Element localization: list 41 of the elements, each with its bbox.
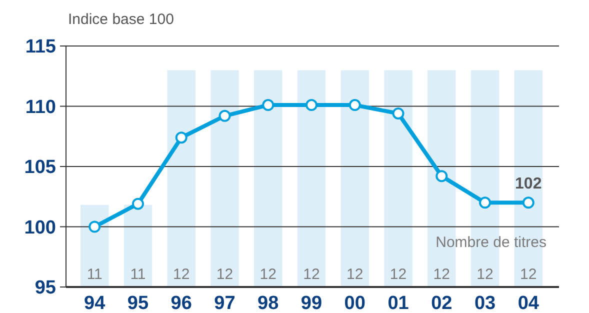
- point: [175, 132, 188, 144]
- x-tick-label: 97: [214, 293, 236, 313]
- data-label: 11: [130, 266, 146, 283]
- point: [88, 220, 101, 233]
- y-tick-label: 100: [24, 217, 56, 238]
- y-axis-title: Indice base 100: [68, 11, 174, 28]
- y-tick-label: 95: [34, 278, 56, 299]
- data-label: 11: [86, 266, 102, 283]
- x-tick-label: 03: [474, 293, 496, 313]
- y-tick-label: 115: [25, 36, 56, 58]
- y-tick-label: 110: [25, 96, 56, 118]
- x-tick-label: 98: [258, 293, 279, 313]
- annotation: Nombre de titres: [436, 234, 546, 251]
- x-tick-label: 94: [84, 293, 106, 313]
- point: [218, 110, 231, 122]
- data-label: 12: [520, 266, 537, 283]
- data-label: 12: [433, 266, 450, 283]
- x-tick-label: 95: [127, 293, 149, 313]
- data-label: 12: [303, 266, 320, 283]
- point: [262, 99, 274, 112]
- annotation: 102: [515, 176, 542, 193]
- x-tick-label: 04: [518, 293, 540, 313]
- data-label: 12: [346, 266, 364, 283]
- point: [522, 196, 534, 209]
- x-tick-label: 00: [344, 293, 366, 313]
- point: [436, 170, 448, 182]
- point: [348, 99, 361, 112]
- x-tick-label: 99: [300, 293, 322, 313]
- data-label: 12: [216, 266, 234, 283]
- point: [132, 198, 144, 210]
- data-label: 12: [390, 266, 407, 283]
- point: [479, 196, 492, 209]
- y-tick-label: 105: [24, 157, 56, 178]
- x-tick-label: 02: [431, 293, 452, 313]
- x-tick-label: 96: [170, 293, 192, 313]
- point: [392, 107, 404, 120]
- data-label: 12: [476, 266, 494, 283]
- data-label: 12: [260, 266, 276, 283]
- x-tick-label: 01: [388, 293, 410, 313]
- data-label: 12: [173, 266, 190, 283]
- point: [306, 99, 318, 112]
